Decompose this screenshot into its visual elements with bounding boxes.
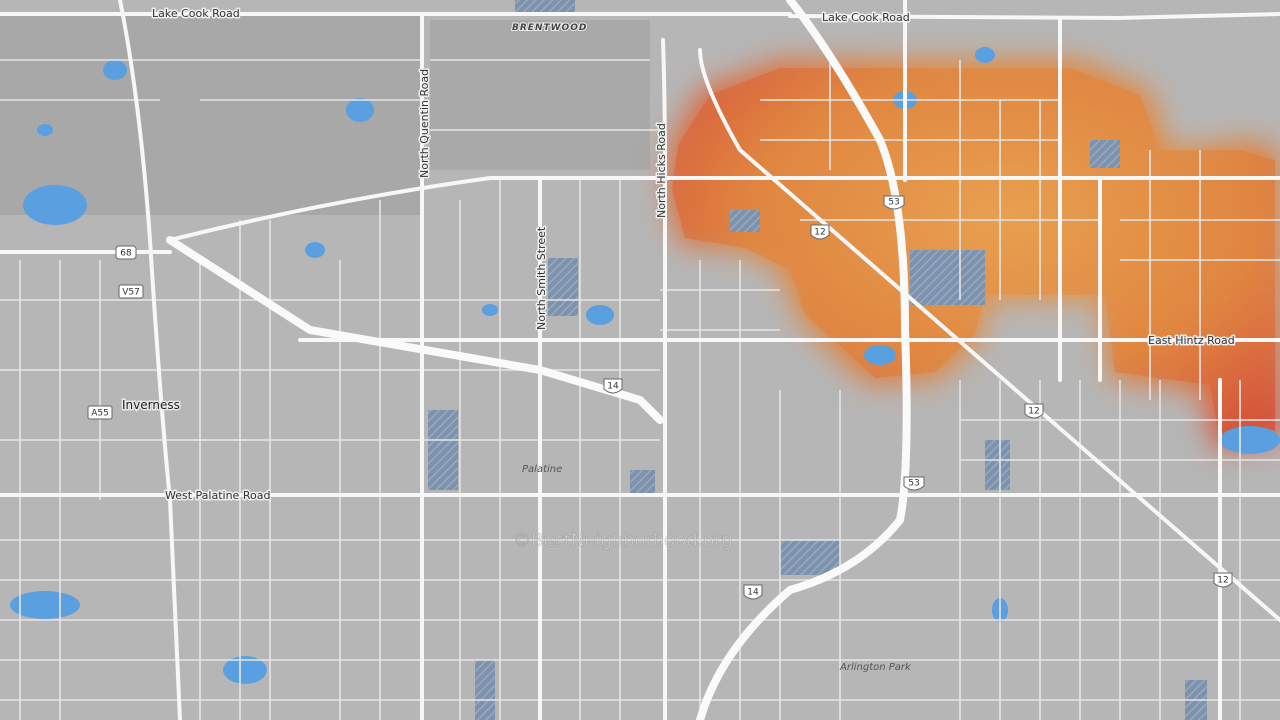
place-label: Inverness xyxy=(122,398,180,412)
shield: 68 xyxy=(115,245,137,260)
shield-text: 14 xyxy=(747,588,759,598)
road-label: East Hintz Road xyxy=(1148,334,1235,347)
shield-text: 12 xyxy=(814,228,825,238)
road-label: Lake Cook Road xyxy=(152,7,240,20)
shield-text: 68 xyxy=(120,249,132,259)
shield-text: 12 xyxy=(1028,407,1039,417)
place-label: Palatine xyxy=(522,464,562,475)
shield: V57 xyxy=(118,284,144,299)
area xyxy=(430,20,650,170)
shield-text: 14 xyxy=(607,382,619,392)
water xyxy=(10,0,1280,720)
road-label: North Quentin Road xyxy=(418,69,431,178)
road-label: West Palatine Road xyxy=(165,489,270,502)
road-label: North Smith Street xyxy=(535,226,548,330)
shield: 14 xyxy=(743,584,763,600)
shield-text: 53 xyxy=(908,479,919,489)
shield: 12 xyxy=(1024,403,1044,419)
place-label: Arlington Park xyxy=(839,662,912,673)
route-shields: 68 V57 A55 14 14 12 12 12 53 53 xyxy=(87,195,1233,600)
shield-text: 12 xyxy=(1217,576,1228,586)
road-label: North Hicks Road xyxy=(655,123,668,218)
shield: 12 xyxy=(810,224,830,240)
shield-text: A55 xyxy=(91,409,109,419)
place-label: BRENTWOOD xyxy=(512,23,587,33)
road-label: Lake Cook Road xyxy=(822,11,910,24)
shield-text: 53 xyxy=(888,198,899,208)
shield: A55 xyxy=(87,405,113,420)
shield: 14 xyxy=(603,378,623,394)
shield: 53 xyxy=(883,195,905,210)
shield-text: V57 xyxy=(122,288,140,298)
shield: 53 xyxy=(903,476,925,491)
labels: Lake Cook Road Lake Cook Road BRENTWOOD … xyxy=(121,6,1237,674)
shield: 12 xyxy=(1213,572,1233,588)
watermark: ©BestNeighborhood.org xyxy=(513,530,733,551)
